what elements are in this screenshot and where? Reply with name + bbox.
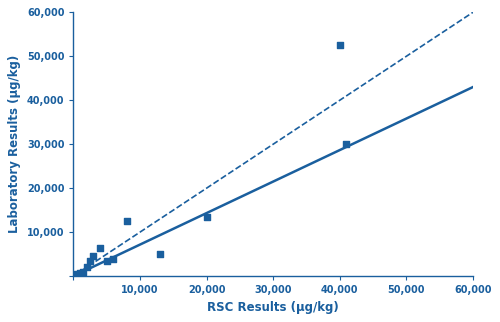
Y-axis label: Laboratory Results (μg/kg): Laboratory Results (μg/kg) — [8, 55, 22, 233]
Point — [336, 43, 344, 48]
Point — [156, 251, 164, 257]
Point — [102, 258, 110, 263]
Point — [72, 272, 80, 277]
Point — [80, 269, 88, 274]
Point — [202, 214, 210, 219]
Point — [96, 245, 104, 250]
Point — [122, 219, 130, 224]
Point — [342, 142, 350, 147]
X-axis label: RSC Results (μg/kg): RSC Results (μg/kg) — [208, 301, 339, 314]
Point — [110, 256, 118, 261]
Point — [76, 270, 84, 276]
Point — [86, 258, 94, 263]
Point — [90, 254, 98, 259]
Point — [82, 265, 90, 270]
